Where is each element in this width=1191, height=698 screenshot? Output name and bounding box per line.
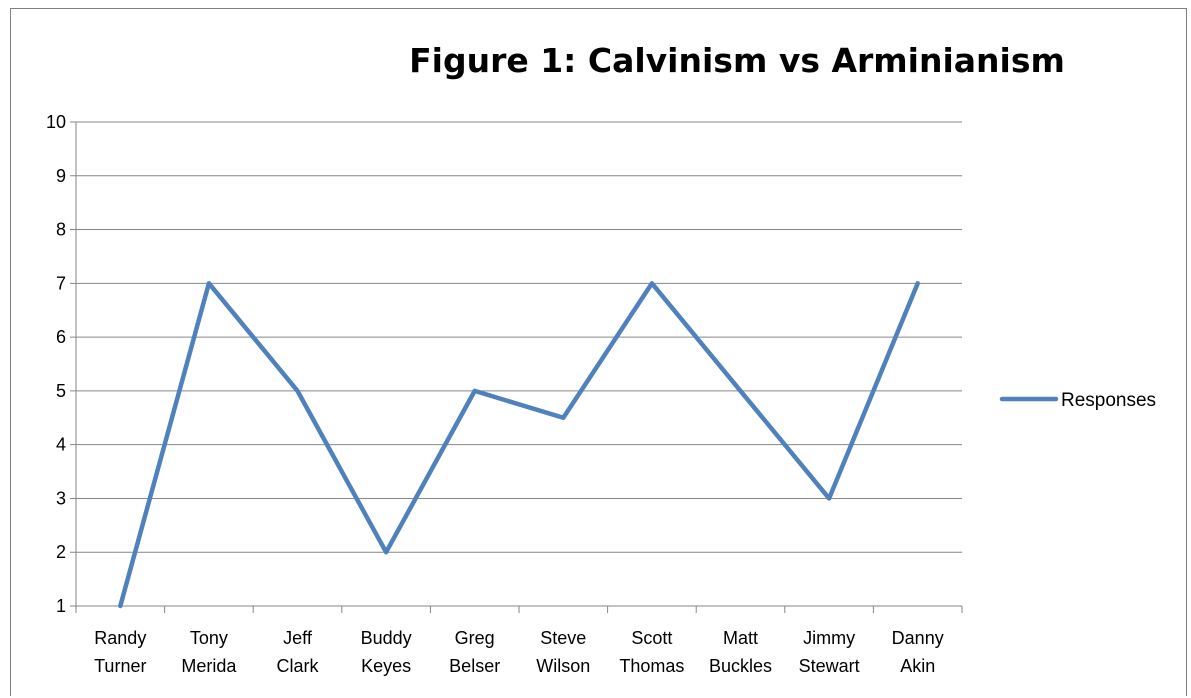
x-axis-tick-labels: Randy Turner Tony Merida Jeff Clark Buddy Keyes… [94,628,944,676]
data-point [738,388,743,393]
axes [75,122,963,613]
legend-label-responses: Responses [1061,390,1156,411]
data-point [827,496,832,501]
x-tick-label-line: Randy [94,628,146,648]
x-tick-label-line: Clark [276,656,319,676]
x-tick-label-line: Jeff [283,628,313,648]
x-tick-label-line: Tony [190,628,228,648]
x-tick-label-line: Buckles [709,656,772,676]
x-tick-label-line: Keyes [361,656,411,676]
x-tick-label-line: Matt [723,628,758,648]
x-tick-label-line: Scott [631,628,672,648]
x-tick-label: Jimmy Stewart [799,628,860,676]
x-tick-label-line: Greg [455,628,495,648]
x-tick-label-line: Akin [900,656,935,676]
x-tick-label: Danny Akin [892,628,944,676]
x-tick-label: Randy Turner [94,628,146,676]
x-tick-label: Tony Merida [181,628,237,676]
y-tick-label: 4 [56,435,66,455]
data-point [295,388,300,393]
x-tick-label-line: Danny [892,628,944,648]
y-tick-label: 10 [46,112,66,132]
x-tick-label: Steve Wilson [536,628,590,676]
data-point [472,388,477,393]
data-point [384,550,389,555]
chart-frame [10,8,1187,696]
x-tick-label-line: Steve [540,628,586,648]
y-tick-label: 1 [56,596,66,616]
x-tick-label-line: Jimmy [803,628,855,648]
x-tick-label-line: Belser [449,656,500,676]
y-tick-label: 3 [56,488,66,508]
x-tick-label-line: Wilson [536,656,590,676]
series-line-responses [118,281,920,609]
data-point [118,604,123,608]
data-point [206,281,211,286]
y-axis-tick-labels: 1 2 3 4 5 6 7 8 9 10 [46,112,66,616]
chart-title: Figure 1: Calvinism vs Arminianism [409,41,1065,80]
data-point [561,415,566,420]
x-tick-label-line: Thomas [619,656,684,676]
x-tick-label: Buddy Keyes [361,628,412,676]
x-tick-label: Jeff Clark [276,628,319,676]
series-layer [118,281,920,609]
y-tick-label: 5 [56,381,66,401]
legend: Responses [999,390,1156,411]
y-tick-label: 8 [56,220,66,240]
data-point [649,281,654,286]
data-point [915,281,920,286]
x-tick-label: Scott Thomas [619,628,684,676]
x-tick-label-line: Stewart [799,656,860,676]
x-tick-label: Greg Belser [449,628,500,676]
x-tick-label: Matt Buckles [709,628,772,676]
x-tick-label-line: Merida [181,656,237,676]
y-tick-label: 6 [56,327,66,347]
y-tick-label: 7 [56,273,66,293]
y-tick-label: 2 [56,542,66,562]
y-tick-label: 9 [56,166,66,186]
x-tick-label-line: Buddy [361,628,412,648]
gridlines [70,121,962,607]
x-tick-label-line: Turner [94,656,146,676]
